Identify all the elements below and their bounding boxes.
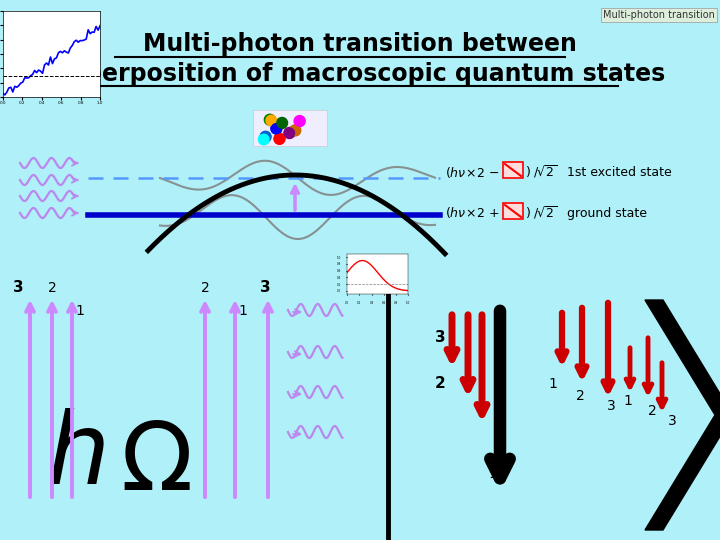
Text: $h$: $h$ (45, 408, 104, 505)
FancyBboxPatch shape (503, 203, 523, 219)
Text: superposition of macroscopic quantum states: superposition of macroscopic quantum sta… (55, 62, 665, 86)
FancyBboxPatch shape (503, 162, 523, 178)
Text: 3: 3 (13, 280, 23, 295)
Circle shape (266, 116, 276, 125)
Circle shape (259, 134, 269, 144)
Circle shape (276, 118, 287, 129)
Circle shape (264, 114, 275, 125)
Circle shape (277, 118, 287, 128)
Text: 1: 1 (548, 377, 557, 391)
Circle shape (258, 134, 269, 145)
Circle shape (294, 116, 305, 126)
Text: 3: 3 (435, 330, 446, 345)
Text: $)\ /\!\sqrt{2}$: $)\ /\!\sqrt{2}$ (525, 164, 557, 180)
Circle shape (284, 128, 294, 138)
Text: Multi-photon transition between: Multi-photon transition between (143, 32, 577, 56)
Circle shape (271, 124, 282, 133)
Circle shape (294, 116, 305, 126)
Text: $)\ /\!\sqrt{2}$: $)\ /\!\sqrt{2}$ (525, 205, 557, 221)
Circle shape (266, 115, 276, 126)
Text: 3: 3 (607, 399, 616, 413)
Circle shape (284, 127, 295, 138)
FancyBboxPatch shape (253, 110, 327, 146)
Circle shape (289, 125, 301, 136)
Text: 1: 1 (488, 467, 497, 481)
Circle shape (274, 133, 285, 144)
Text: $\Omega$: $\Omega$ (120, 418, 190, 510)
Text: 1: 1 (76, 304, 84, 318)
Circle shape (261, 132, 271, 142)
Text: 2: 2 (435, 376, 446, 391)
Circle shape (265, 114, 275, 125)
Text: $(h\nu\!\times\!2\,-\,$: $(h\nu\!\times\!2\,-\,$ (445, 165, 500, 179)
Text: 3: 3 (260, 280, 270, 295)
Text: 2: 2 (201, 281, 210, 295)
Text: 1: 1 (238, 304, 248, 318)
Circle shape (274, 134, 284, 144)
Circle shape (260, 131, 271, 142)
Text: $(h\nu\!\times\!2\,+\,$: $(h\nu\!\times\!2\,+\,$ (445, 206, 500, 220)
Text: 3: 3 (668, 414, 677, 428)
Text: Multi-photon transition: Multi-photon transition (603, 10, 715, 20)
Circle shape (271, 123, 282, 134)
Text: 2: 2 (576, 389, 585, 403)
Text: 2: 2 (48, 281, 56, 295)
Circle shape (290, 125, 300, 136)
Polygon shape (645, 300, 720, 530)
Text: ground state: ground state (567, 206, 647, 219)
Text: 2: 2 (648, 404, 657, 418)
Text: 1st excited state: 1st excited state (567, 165, 672, 179)
Text: 1: 1 (623, 394, 632, 408)
